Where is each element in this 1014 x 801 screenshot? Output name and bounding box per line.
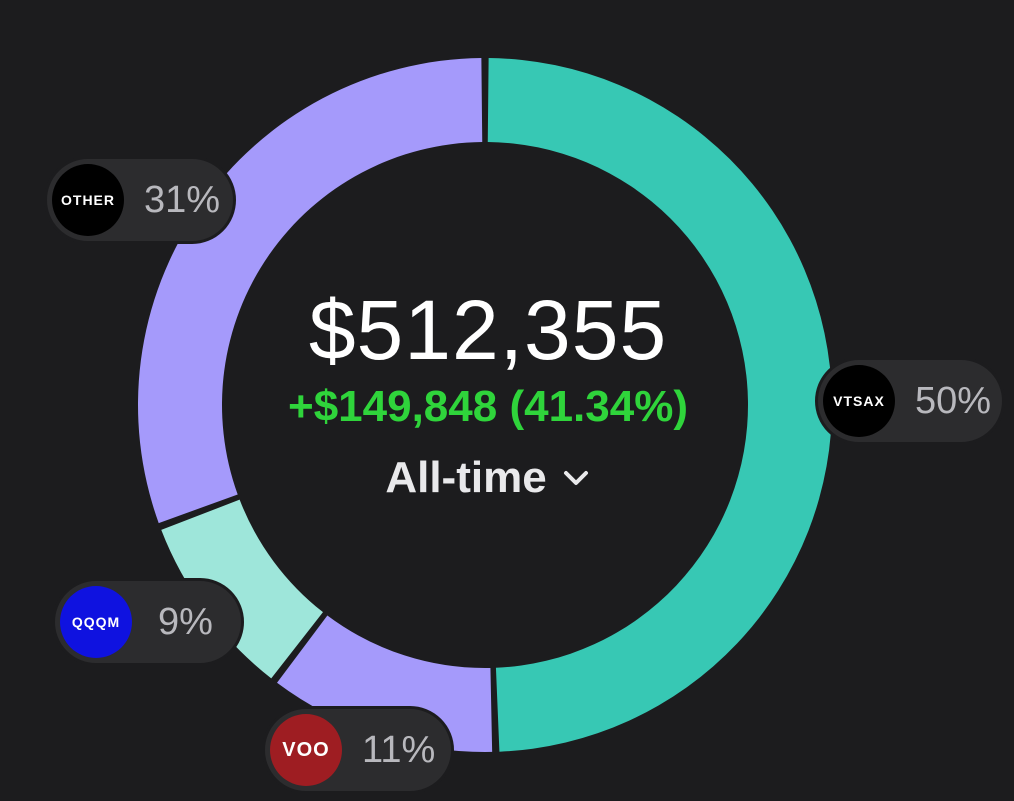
percent-vtsax: 50% [915, 379, 992, 422]
portfolio-change: +$149,848 (41.34%) [288, 382, 688, 431]
donut-segment-vtsax[interactable] [487, 58, 832, 752]
donut-segment-qqqm[interactable] [161, 499, 323, 679]
period-selector[interactable]: All-time [385, 448, 590, 508]
period-label: All-time [385, 453, 547, 502]
percent-qqqm: 9% [158, 600, 213, 643]
legend-pill-vtsax[interactable]: VTSAX 50% [815, 357, 1005, 445]
chevron-down-icon [563, 471, 588, 485]
legend-pill-other[interactable]: OTHER 31% [44, 156, 236, 244]
ticker-badge-voo: VOO [270, 714, 342, 786]
percent-other: 31% [144, 178, 221, 221]
percent-voo: 11% [362, 728, 436, 771]
legend-pill-voo[interactable]: VOO 11% [262, 706, 454, 794]
portfolio-summary: $512,355 +$149,848 (41.34%) All-time [250, 280, 726, 508]
ticker-badge-qqqm: QQQM [60, 586, 132, 658]
ticker-badge-vtsax: VTSAX [823, 365, 895, 437]
ticker-badge-other: OTHER [52, 164, 124, 236]
donut-segment-other[interactable] [138, 58, 483, 524]
legend-pill-qqqm[interactable]: QQQM 9% [52, 578, 244, 666]
portfolio-total-value: $512,355 [308, 283, 668, 377]
